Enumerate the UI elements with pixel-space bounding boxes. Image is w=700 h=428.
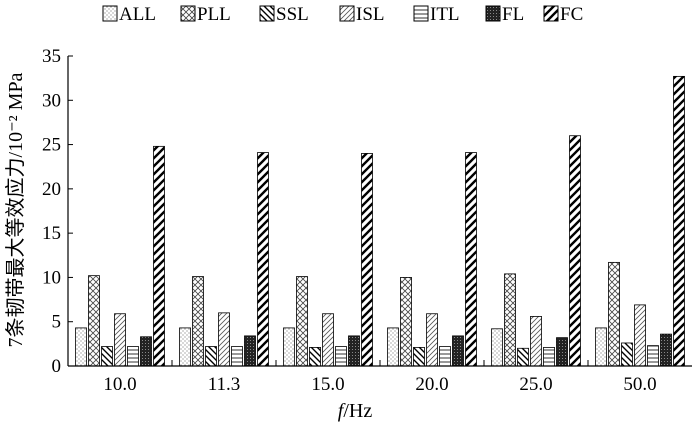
bar-all-20.0 <box>387 327 399 367</box>
bar-isl-10.0 <box>114 313 126 367</box>
bar-ssl-10.0 <box>101 346 113 367</box>
bar-ssl-50.0 <box>621 342 633 367</box>
legend-label-fl: FL <box>502 4 524 25</box>
bar-isl-20.0 <box>426 313 438 367</box>
y-tick-label: 0 <box>52 356 62 377</box>
y-tick-label: 15 <box>42 223 61 244</box>
bar-itl-10.0 <box>127 346 139 367</box>
bar-ssl-20.0 <box>413 346 425 367</box>
bar-pll-20.0 <box>400 277 412 367</box>
bar-fc-10.0 <box>153 145 165 367</box>
y-tick-label: 20 <box>42 179 61 200</box>
bar-isl-50.0 <box>634 304 646 367</box>
bar-pll-10.0 <box>88 275 100 367</box>
y-tick-label: 10 <box>42 267 61 288</box>
y-tick-label: 5 <box>52 312 62 333</box>
bar-fc-20.0 <box>465 152 477 367</box>
bar-fc-11.3 <box>257 152 269 367</box>
bar-ssl-15.0 <box>309 346 321 367</box>
bar-pll-50.0 <box>608 261 620 367</box>
bar-itl-15.0 <box>335 346 347 367</box>
bar-ssl-11.3 <box>205 346 217 367</box>
bar-isl-25.0 <box>530 315 542 367</box>
x-tick-label: 15.0 <box>311 374 344 395</box>
bar-all-10.0 <box>75 327 87 367</box>
bar-fc-50.0 <box>673 75 685 367</box>
bar-fc-25.0 <box>569 135 581 367</box>
bar-all-25.0 <box>491 328 503 367</box>
y-axis-label: 7条韧带最大等效应力/10⁻² MPa <box>4 72 27 347</box>
legend-swatch-itl <box>413 5 429 22</box>
y-tick-label: 30 <box>42 90 61 111</box>
bar-itl-50.0 <box>647 345 659 367</box>
bar-fl-10.0 <box>140 336 152 367</box>
bars <box>75 75 685 367</box>
bar-fl-15.0 <box>348 335 360 367</box>
bar-fl-20.0 <box>452 335 464 367</box>
x-tick-label: 10.0 <box>103 374 136 395</box>
bar-fl-11.3 <box>244 335 256 367</box>
x-tick-label: 11.3 <box>208 374 241 395</box>
bar-itl-25.0 <box>543 346 555 367</box>
legend-label-fc: FC <box>560 4 583 25</box>
legend-swatch-fl <box>485 5 501 22</box>
legend: ALL PLL SSL ISL ITL FL FC <box>102 4 583 25</box>
legend-label-itl: ITL <box>430 4 460 25</box>
bar-all-11.3 <box>179 327 191 367</box>
x-axis-label-unit: /Hz <box>343 400 372 422</box>
bar-itl-20.0 <box>439 346 451 367</box>
x-ticks: 10.0 11.3 15.0 20.0 25.0 50.0 <box>103 360 657 395</box>
x-axis-label: f/Hz <box>338 400 373 422</box>
legend-label-all: ALL <box>119 4 156 25</box>
legend-swatch-all <box>102 5 118 22</box>
bar-ssl-25.0 <box>517 347 529 367</box>
x-tick-label: 25.0 <box>519 374 552 395</box>
bar-fl-50.0 <box>660 333 672 367</box>
bar-all-15.0 <box>283 327 295 367</box>
bar-itl-11.3 <box>231 346 243 367</box>
bar-fc-15.0 <box>361 153 373 367</box>
legend-swatch-ssl <box>259 5 275 22</box>
x-axis-label-italic: f <box>338 400 346 422</box>
bar-all-50.0 <box>595 327 607 367</box>
y-tick-label: 35 <box>42 46 61 67</box>
legend-swatch-fc <box>543 5 559 22</box>
x-tick-label: 50.0 <box>623 374 656 395</box>
legend-swatch-isl <box>339 5 355 22</box>
y-ticks: 0 5 10 15 20 25 30 35 <box>42 46 73 377</box>
legend-label-isl: ISL <box>356 4 385 25</box>
bar-pll-25.0 <box>504 273 516 367</box>
bar-pll-15.0 <box>296 276 308 367</box>
bar-fl-25.0 <box>556 337 568 367</box>
bar-isl-15.0 <box>322 313 334 367</box>
y-tick-label: 25 <box>42 135 61 156</box>
legend-swatch-pll <box>180 5 196 22</box>
x-tick-label: 20.0 <box>415 374 448 395</box>
legend-label-pll: PLL <box>197 4 231 25</box>
bar-pll-11.3 <box>192 276 204 367</box>
bar-isl-11.3 <box>218 312 230 367</box>
legend-label-ssl: SSL <box>276 4 309 25</box>
